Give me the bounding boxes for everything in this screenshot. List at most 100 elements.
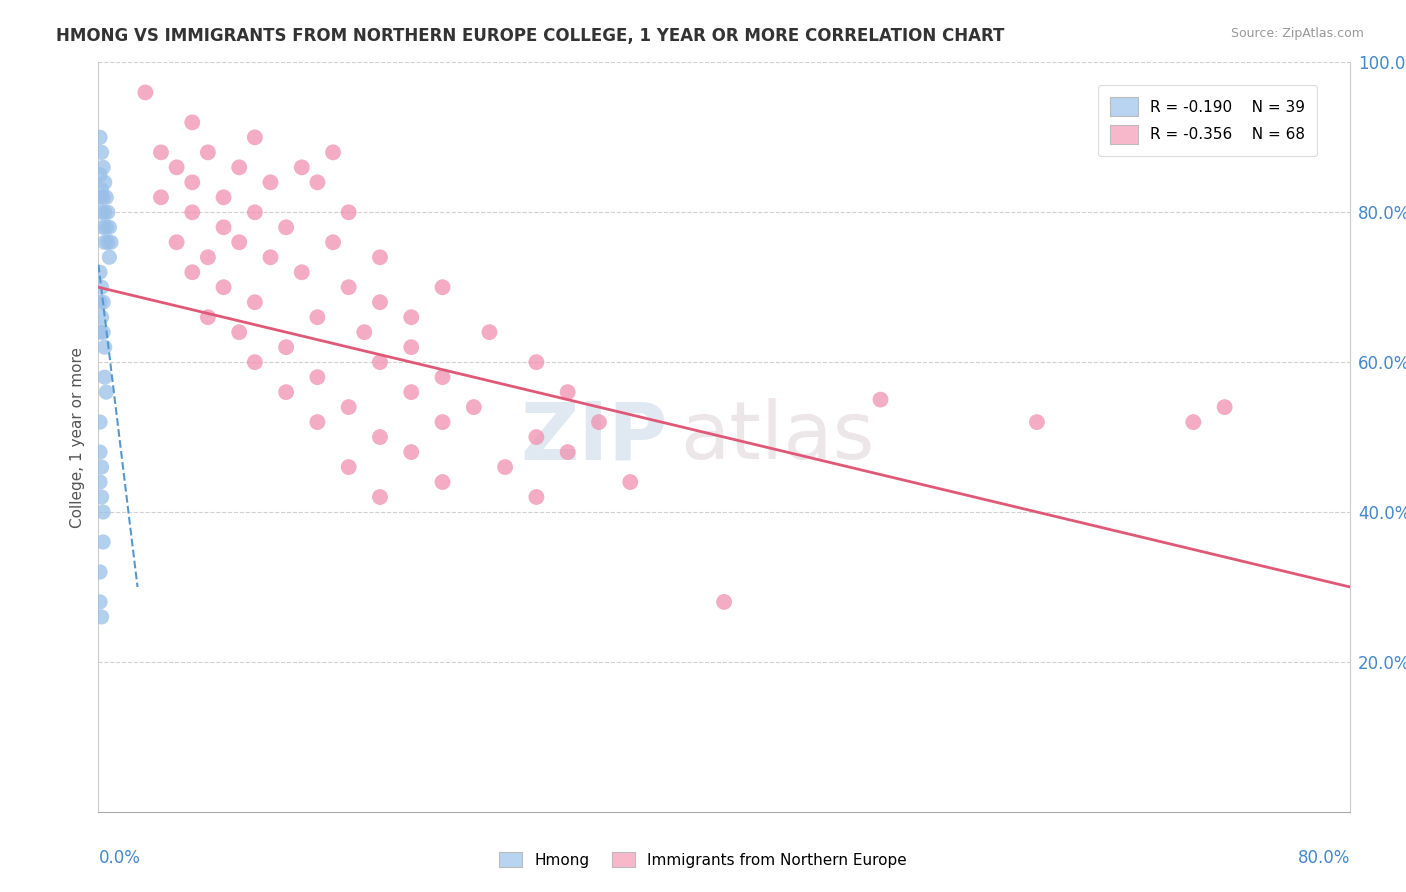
Point: [557, 445, 579, 459]
Point: [401, 385, 423, 400]
Point: [274, 220, 298, 235]
Point: [291, 265, 314, 279]
Point: [89, 565, 111, 579]
Point: [98, 250, 121, 264]
Point: [89, 265, 111, 279]
Point: [90, 490, 112, 504]
Point: [91, 220, 114, 235]
Text: atlas: atlas: [681, 398, 875, 476]
Point: [243, 355, 266, 369]
Point: [96, 220, 118, 235]
Legend: Hmong, Immigrants from Northern Europe: Hmong, Immigrants from Northern Europe: [491, 844, 915, 875]
Point: [228, 325, 250, 339]
Point: [432, 280, 454, 294]
Point: [1182, 415, 1205, 429]
Point: [89, 415, 111, 429]
Point: [93, 235, 115, 250]
Point: [91, 295, 114, 310]
Point: [197, 250, 219, 264]
Point: [150, 145, 173, 160]
Point: [368, 490, 391, 504]
Text: 0.0%: 0.0%: [98, 849, 141, 867]
Point: [89, 595, 111, 609]
Point: [96, 190, 118, 204]
Point: [368, 250, 391, 264]
Point: [274, 385, 298, 400]
Point: [93, 340, 115, 354]
Point: [91, 325, 114, 339]
Point: [90, 183, 112, 197]
Point: [274, 340, 298, 354]
Text: ZIP: ZIP: [520, 398, 668, 476]
Point: [91, 505, 114, 519]
Point: [89, 190, 111, 204]
Point: [166, 161, 188, 175]
Point: [181, 175, 204, 189]
Point: [337, 460, 360, 475]
Point: [150, 190, 173, 204]
Point: [98, 220, 121, 235]
Point: [307, 370, 329, 384]
Point: [197, 310, 219, 325]
Point: [212, 220, 235, 235]
Point: [89, 295, 111, 310]
Point: [869, 392, 891, 407]
Point: [1026, 415, 1049, 429]
Point: [713, 595, 735, 609]
Point: [97, 235, 120, 250]
Point: [228, 235, 250, 250]
Point: [478, 325, 501, 339]
Point: [89, 325, 111, 339]
Text: 80.0%: 80.0%: [1298, 849, 1350, 867]
Point: [307, 415, 329, 429]
Legend: R = -0.190    N = 39, R = -0.356    N = 68: R = -0.190 N = 39, R = -0.356 N = 68: [1098, 85, 1317, 156]
Point: [588, 415, 610, 429]
Point: [526, 490, 548, 504]
Point: [90, 205, 112, 219]
Point: [90, 610, 112, 624]
Point: [307, 175, 329, 189]
Point: [494, 460, 516, 475]
Point: [197, 145, 219, 160]
Point: [93, 370, 115, 384]
Point: [337, 280, 360, 294]
Point: [93, 205, 115, 219]
Point: [401, 445, 423, 459]
Point: [368, 430, 391, 444]
Point: [96, 385, 118, 400]
Point: [181, 115, 204, 129]
Point: [337, 400, 360, 414]
Point: [337, 205, 360, 219]
Point: [432, 370, 454, 384]
Point: [97, 205, 120, 219]
Point: [90, 310, 112, 325]
Point: [463, 400, 485, 414]
Point: [89, 130, 111, 145]
Point: [93, 175, 115, 189]
Point: [181, 205, 204, 219]
Point: [401, 310, 423, 325]
Point: [432, 415, 454, 429]
Y-axis label: College, 1 year or more: College, 1 year or more: [69, 347, 84, 527]
Point: [291, 161, 314, 175]
Point: [91, 190, 114, 204]
Point: [89, 445, 111, 459]
Point: [307, 310, 329, 325]
Point: [243, 295, 266, 310]
Point: [401, 340, 423, 354]
Point: [212, 280, 235, 294]
Point: [322, 235, 344, 250]
Point: [243, 205, 266, 219]
Point: [166, 235, 188, 250]
Point: [90, 145, 112, 160]
Point: [228, 161, 250, 175]
Point: [368, 295, 391, 310]
Point: [259, 175, 281, 189]
Text: Source: ZipAtlas.com: Source: ZipAtlas.com: [1230, 27, 1364, 40]
Point: [619, 475, 641, 489]
Point: [91, 161, 114, 175]
Point: [322, 145, 344, 160]
Point: [89, 475, 111, 489]
Point: [368, 355, 391, 369]
Point: [181, 265, 204, 279]
